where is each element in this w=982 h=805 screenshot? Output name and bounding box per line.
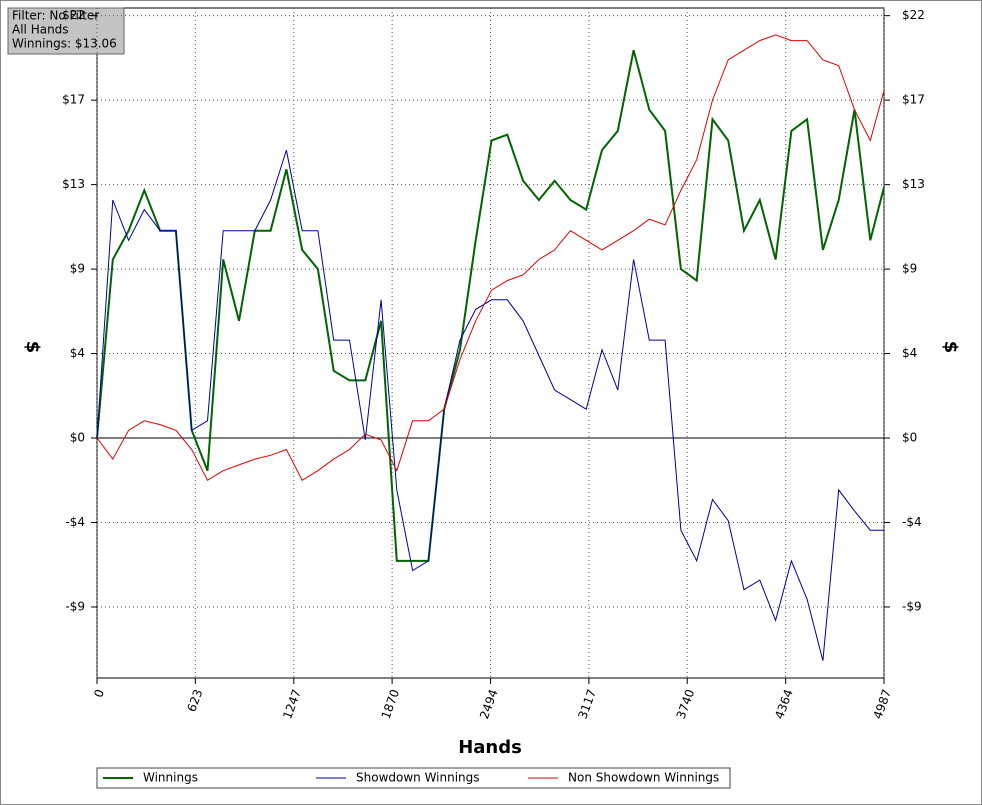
series-line [96, 49, 885, 562]
x-tick-label: 0 [91, 687, 107, 699]
legend-label: Winnings [143, 771, 198, 785]
series-line [96, 34, 885, 482]
y2-tick-label: $13 [902, 177, 925, 191]
legend-label: Non Showdown Winnings [568, 771, 719, 785]
info-text: Filter: No Filter [12, 9, 99, 23]
legend-label: Showdown Winnings [356, 771, 480, 785]
y2-tick-label: -$9 [902, 599, 922, 613]
y2-tick-label: $17 [902, 93, 925, 107]
info-text: All Hands [12, 23, 69, 37]
info-text: Winnings: $13.06 [12, 37, 117, 51]
y-tick-label: -$9 [65, 599, 85, 613]
plot-area [96, 7, 885, 679]
x-axis-label: Hands [458, 737, 522, 758]
y-tick-label: -$4 [65, 515, 85, 529]
y-tick-label: $4 [70, 346, 85, 360]
info-box [7, 7, 125, 55]
y2-tick-label: -$4 [902, 515, 922, 529]
y-tick-label: $9 [70, 262, 85, 276]
y2-tick-label: $9 [902, 262, 917, 276]
y-tick-label: $13 [62, 177, 85, 191]
y2-tick-label: $4 [902, 346, 917, 360]
y-tick-label: $22 [62, 8, 85, 22]
y-tick-label: $17 [62, 93, 85, 107]
y-axis-label: $ [22, 341, 43, 354]
y2-tick-label: $0 [902, 431, 917, 445]
y-tick-label: $0 [70, 431, 85, 445]
y2-tick-label: $22 [902, 8, 925, 22]
legend-box [96, 767, 731, 789]
series-line [96, 149, 884, 661]
y2-axis-label: $ [940, 341, 961, 354]
